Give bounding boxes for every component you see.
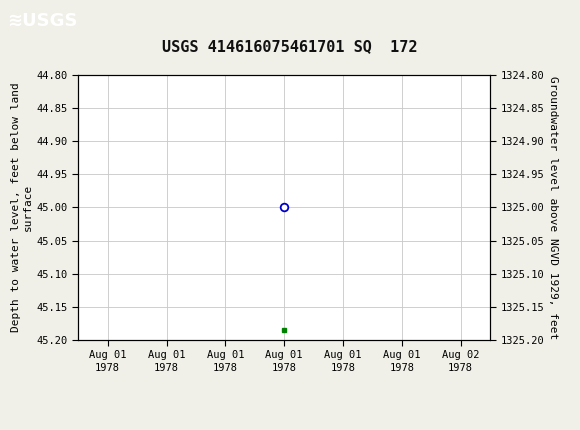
Y-axis label: Depth to water level, feet below land
surface: Depth to water level, feet below land su… — [11, 83, 32, 332]
Text: ≋USGS: ≋USGS — [7, 12, 78, 30]
Text: USGS 414616075461701 SQ  172: USGS 414616075461701 SQ 172 — [162, 39, 418, 54]
Y-axis label: Groundwater level above NGVD 1929, feet: Groundwater level above NGVD 1929, feet — [549, 76, 559, 339]
